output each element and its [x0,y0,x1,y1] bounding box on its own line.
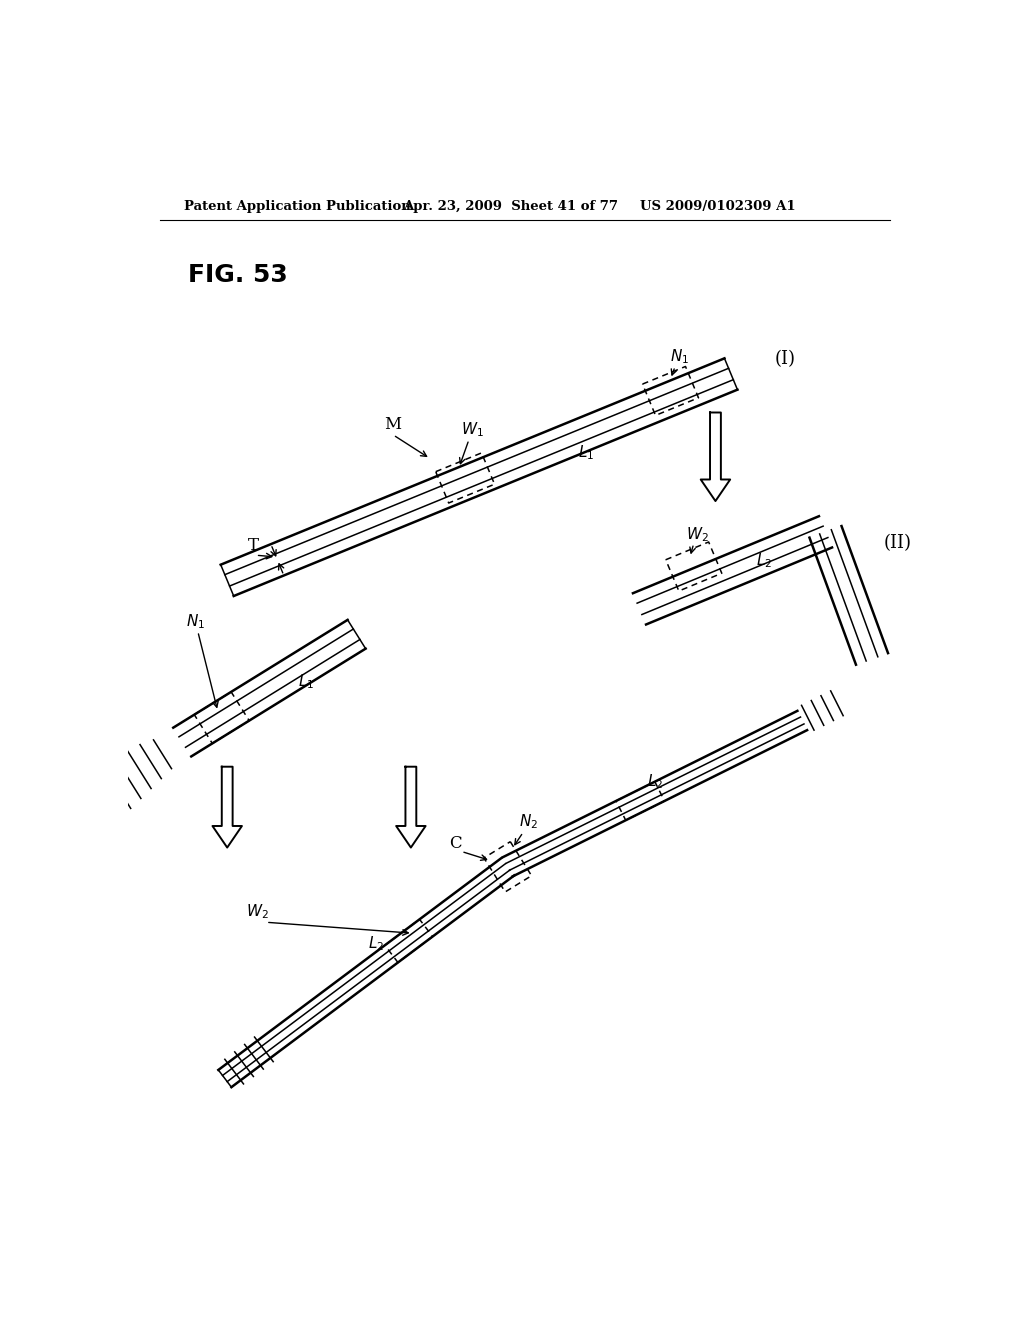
Text: $N_1$: $N_1$ [186,612,205,631]
Text: Apr. 23, 2009  Sheet 41 of 77: Apr. 23, 2009 Sheet 41 of 77 [403,199,618,213]
Text: C: C [450,836,462,853]
Text: $L_2$: $L_2$ [647,772,664,792]
Text: $N_2$: $N_2$ [519,813,539,832]
Text: M: M [384,416,400,433]
Text: Patent Application Publication: Patent Application Publication [183,199,411,213]
Text: $W_1$: $W_1$ [461,420,484,438]
Text: $W_2$: $W_2$ [246,902,268,921]
Text: US 2009/0102309 A1: US 2009/0102309 A1 [640,199,795,213]
Text: $W_2$: $W_2$ [686,525,709,544]
Text: $L_2$: $L_2$ [369,935,384,953]
Text: FIG. 53: FIG. 53 [188,264,288,288]
Text: T: T [248,537,259,554]
Text: $L_1$: $L_1$ [299,673,314,692]
Text: (I): (I) [775,350,796,367]
Text: $L_1$: $L_1$ [578,444,594,462]
Text: (II): (II) [884,535,911,552]
Text: $L_2$: $L_2$ [756,552,772,570]
Text: $N_1$: $N_1$ [671,347,689,367]
